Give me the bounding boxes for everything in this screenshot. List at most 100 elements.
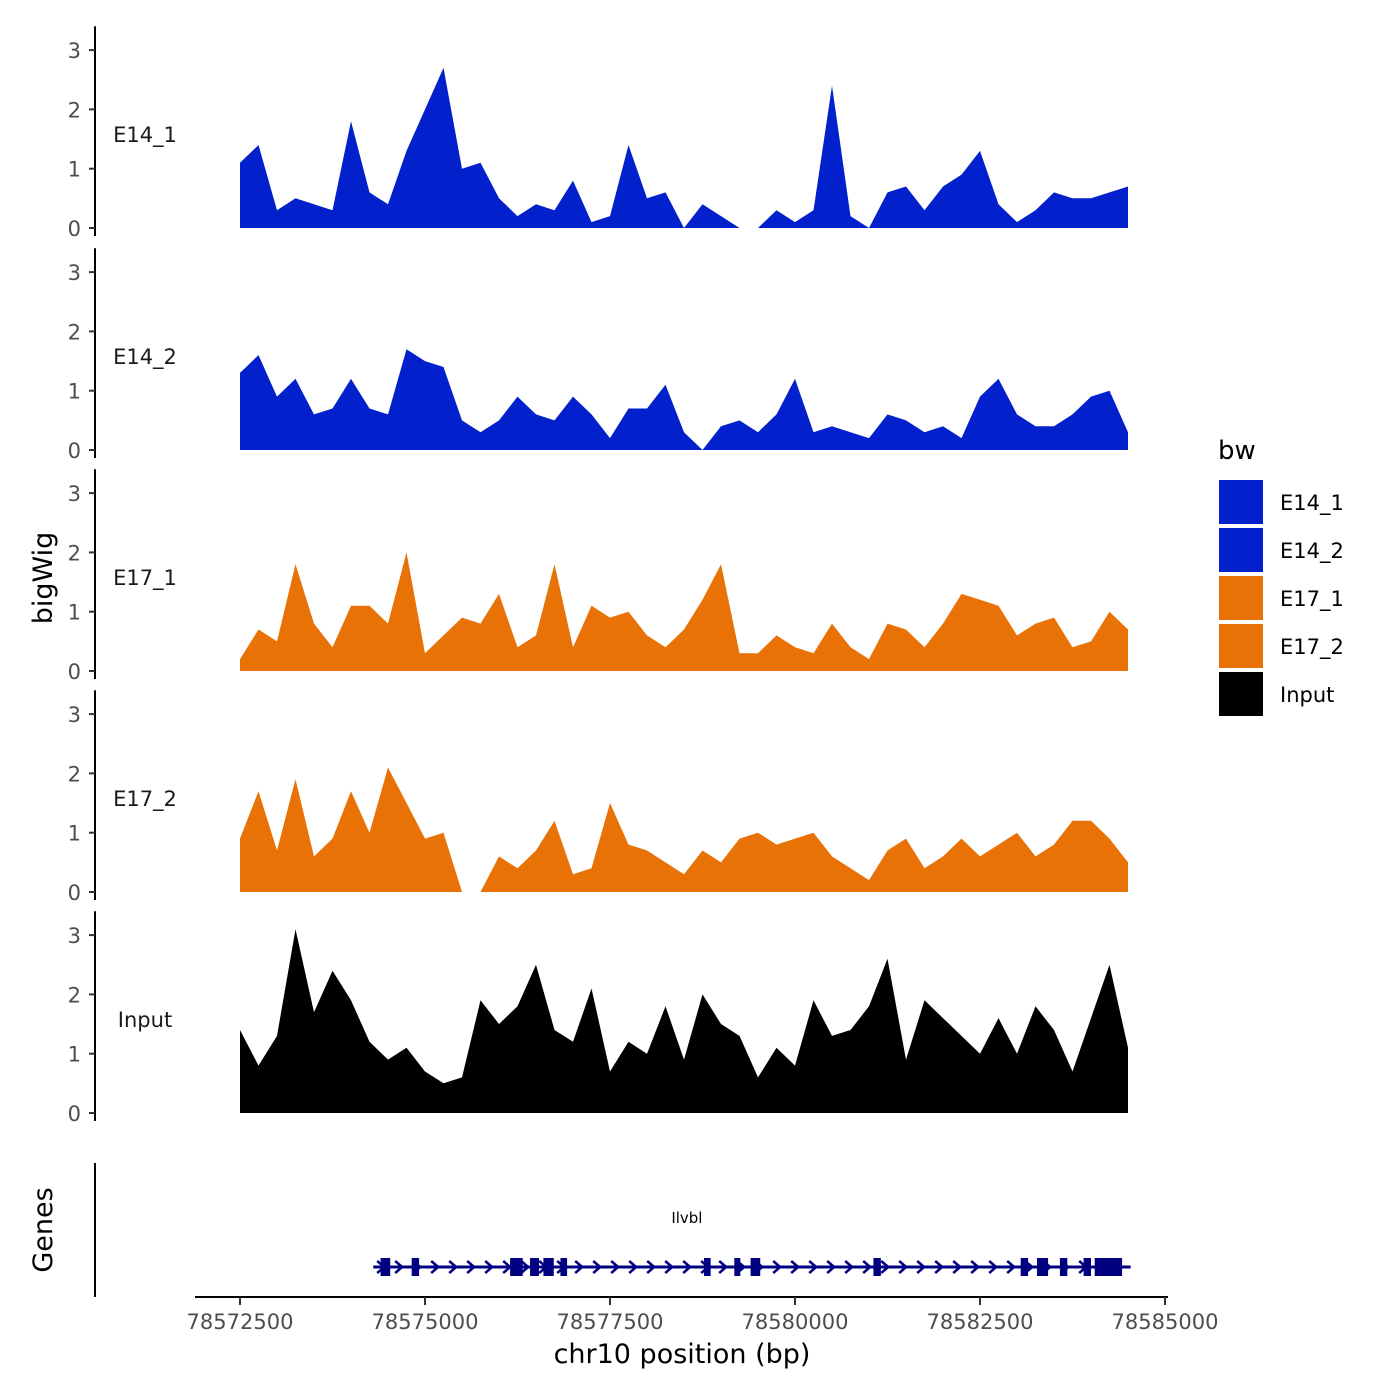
y-tick-label: 3: [68, 482, 81, 506]
legend-items: E14_1 E14_2 E17_1 E17_2 Input: [1219, 480, 1344, 716]
track-e17_1: 0 1 2 3 E17_1: [68, 469, 1128, 684]
strand-arrow: [592, 1260, 603, 1274]
y-tick-label: 2: [68, 983, 81, 1007]
strand-arrow: [1006, 1260, 1017, 1274]
y-tick-label: 3: [68, 924, 81, 948]
strand-arrow: [466, 1260, 477, 1274]
legend-item: Input: [1219, 672, 1334, 716]
track-label: E14_2: [113, 345, 177, 370]
gene-exon: [703, 1258, 711, 1276]
gene-exon: [750, 1258, 761, 1276]
y-tick-label: 1: [68, 601, 81, 625]
strand-arrow: [520, 1260, 531, 1274]
y-tick-label: 2: [68, 541, 81, 565]
strand-arrow: [628, 1260, 639, 1274]
y-tick-label: 0: [68, 1102, 81, 1126]
y-tick-label: 3: [68, 703, 81, 727]
x-tick-label: 78580000: [742, 1310, 849, 1334]
x-axis-title: chr10 position (bp): [554, 1339, 811, 1370]
coverage-area-e14_1: [240, 67, 1128, 229]
y-tick-label: 0: [68, 660, 81, 684]
x-tick-label: 78575000: [372, 1310, 479, 1334]
x-tick-label: 78577500: [557, 1310, 664, 1334]
y-tick-label: 1: [68, 380, 81, 404]
gene-exon: [734, 1258, 741, 1276]
strand-arrow: [646, 1260, 657, 1274]
strand-arrow: [574, 1260, 585, 1274]
coverage-area-e17_2: [240, 767, 1128, 892]
gene-exon: [411, 1258, 420, 1276]
track-e14_1: 0 1 2 3 E14_1: [68, 26, 1128, 241]
legend-swatch: [1219, 672, 1263, 716]
gene-exon: [530, 1258, 539, 1276]
y-tick-label: 1: [68, 158, 81, 182]
coverage-area-input: [240, 929, 1128, 1113]
x-tick-label: 78582500: [927, 1310, 1034, 1334]
strand-arrow: [808, 1260, 819, 1274]
legend-swatch: [1219, 624, 1263, 668]
x-tick-label: 78585000: [1112, 1310, 1219, 1334]
track-label: E14_1: [113, 123, 177, 148]
coverage-area-e17_1: [240, 552, 1128, 671]
strand-arrow: [862, 1260, 873, 1274]
gene-name-label: Ilvbl: [671, 1209, 702, 1227]
gene-exon: [560, 1258, 568, 1276]
gene-exon: [1020, 1258, 1029, 1276]
y-tick-label: 0: [68, 881, 81, 905]
y-tick-label: 3: [68, 261, 81, 285]
y-axis-title: bigWig: [28, 532, 59, 625]
gene-model: Ilvbl: [373, 1209, 1131, 1276]
track-e17_2: 0 1 2 3 E17_2: [68, 690, 1128, 905]
strand-arrow: [790, 1260, 801, 1274]
strand-arrow: [952, 1260, 963, 1274]
track-e14_2: 0 1 2 3 E14_2: [68, 248, 1128, 463]
genes-panel: Genes Ilvbl: [28, 1163, 1131, 1297]
gene-exon: [1094, 1258, 1123, 1276]
legend-swatch: [1219, 528, 1263, 572]
strand-arrow: [664, 1260, 675, 1274]
x-tick-label: 78572500: [187, 1310, 294, 1334]
strand-arrow: [970, 1260, 981, 1274]
strand-arrow: [916, 1260, 927, 1274]
x-axis: 78572500 78575000 78577500 78580000 78582500…: [187, 1296, 1219, 1370]
strand-arrow: [484, 1260, 495, 1274]
legend-swatch: [1219, 480, 1263, 524]
genes-panel-title: Genes: [28, 1187, 59, 1272]
gene-exon: [873, 1258, 881, 1276]
strand-arrow: [718, 1260, 729, 1274]
track-input: 0 1 2 3 Input: [68, 911, 1128, 1126]
gene-exon: [543, 1258, 554, 1276]
strand-arrow: [844, 1260, 855, 1274]
y-tick-label: 3: [68, 39, 81, 63]
gene-exon: [510, 1258, 523, 1276]
x-ticks: 78572500 78575000 78577500 78580000 78582500…: [187, 1297, 1219, 1334]
strand-arrow: [448, 1260, 459, 1274]
legend-label: E14_2: [1280, 539, 1344, 564]
coverage-area-e14_2: [240, 349, 1128, 450]
strand-arrow: [772, 1260, 783, 1274]
y-tick-label: 2: [68, 98, 81, 122]
y-tick-label: 0: [68, 439, 81, 463]
strand-arrow: [430, 1260, 441, 1274]
y-tick-label: 0: [68, 217, 81, 241]
gene-exon: [1059, 1258, 1068, 1276]
legend-item: E14_1: [1219, 480, 1344, 524]
y-tick-label: 1: [68, 1043, 81, 1067]
track-label: E17_2: [113, 787, 177, 812]
y-tick-label: 2: [68, 320, 81, 344]
strand-arrow: [826, 1260, 837, 1274]
legend-item: E17_1: [1219, 576, 1344, 620]
strand-arrow: [988, 1260, 999, 1274]
legend-swatch: [1219, 576, 1263, 620]
legend-item: E17_2: [1219, 624, 1344, 668]
y-tick-label: 2: [68, 762, 81, 786]
track-label: Input: [118, 1008, 172, 1032]
legend: bw E14_1 E14_2 E17_1 E17_2 Input: [1218, 436, 1344, 716]
legend-label: Input: [1280, 683, 1334, 707]
strand-arrow: [934, 1260, 945, 1274]
legend-label: E14_1: [1280, 491, 1344, 516]
strand-arrow: [898, 1260, 909, 1274]
legend-label: E17_1: [1280, 587, 1344, 612]
legend-item: E14_2: [1219, 528, 1344, 572]
